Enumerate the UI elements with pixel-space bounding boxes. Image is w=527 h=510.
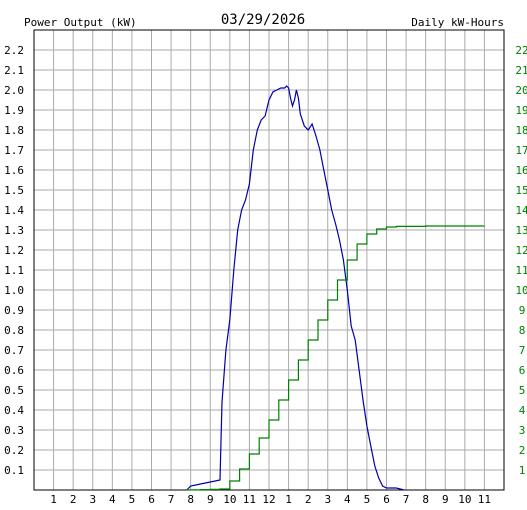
left-tick-label: 2.2 <box>4 44 24 57</box>
x-tick-label: 10 <box>223 493 236 506</box>
right-tick-label: 9 <box>519 304 526 317</box>
right-tick-label: 22 <box>515 44 527 57</box>
right-tick-label: 18 <box>515 124 527 137</box>
x-tick-label: 7 <box>403 493 410 506</box>
x-tick-label: 3 <box>89 493 96 506</box>
x-tick-label: 6 <box>383 493 390 506</box>
left-tick-label: 0.5 <box>4 384 24 397</box>
left-tick-label: 0.9 <box>4 304 24 317</box>
x-tick-label: 12 <box>262 493 275 506</box>
x-tick-label: 9 <box>207 493 214 506</box>
right-tick-label: 16 <box>515 164 527 177</box>
right-tick-label: 11 <box>515 264 527 277</box>
x-tick-label: 5 <box>129 493 136 506</box>
left-tick-label: 0.4 <box>4 404 24 417</box>
x-tick-label: 2 <box>70 493 77 506</box>
x-tick-label: 4 <box>109 493 116 506</box>
right-tick-label: 3 <box>519 424 526 437</box>
left-tick-label: 1.3 <box>4 224 24 237</box>
right-tick-label: 20 <box>515 84 527 97</box>
x-tick-label: 3 <box>324 493 331 506</box>
left-tick-label: 1.5 <box>4 184 24 197</box>
left-tick-label: 0.8 <box>4 324 24 337</box>
chart-date-title: 03/29/2026 <box>221 12 305 28</box>
chart-grid <box>34 30 504 490</box>
right-tick-label: 8 <box>519 324 526 337</box>
left-tick-label: 0.7 <box>4 344 24 357</box>
left-tick-label: 1.7 <box>4 144 24 157</box>
right-tick-label: 15 <box>515 184 527 197</box>
left-tick-label: 0.1 <box>4 464 24 477</box>
x-tick-label: 9 <box>442 493 449 506</box>
x-tick-label: 8 <box>187 493 194 506</box>
right-tick-label: 6 <box>519 364 526 377</box>
plot-area-frame <box>33 29 505 491</box>
right-tick-label: 5 <box>519 384 526 397</box>
x-tick-label: 11 <box>243 493 256 506</box>
x-axis-ticks: 1 2 3 4 5 6 7 8 9 10 11 12 1 2 3 4 5 6 7 8 9 10 11 <box>50 493 491 506</box>
left-tick-label: 1.6 <box>4 164 24 177</box>
series-line-power-output <box>186 85 405 491</box>
right-tick-label: 21 <box>515 64 527 77</box>
left-tick-label: 1.1 <box>4 264 24 277</box>
right-tick-label: 10 <box>515 284 527 297</box>
left-tick-label: 0.6 <box>4 364 24 377</box>
left-axis-ticks: 0.1 0.2 0.3 0.4 0.5 0.6 0.7 0.8 0.9 1.0 1.1 1.2 1.3 1… <box>4 44 24 477</box>
left-tick-label: 1.8 <box>4 124 24 137</box>
series-line-daily-kwh <box>186 225 485 491</box>
left-tick-label: 1.2 <box>4 244 24 257</box>
right-axis-title: Daily kW-Hours <box>411 16 504 29</box>
left-tick-label: 0.2 <box>4 444 24 457</box>
left-tick-label: 1.9 <box>4 104 24 117</box>
x-tick-label: 4 <box>344 493 351 506</box>
left-tick-label: 2.0 <box>4 84 24 97</box>
x-tick-label: 1 <box>285 493 292 506</box>
right-tick-label: 14 <box>515 204 527 217</box>
right-tick-label: 1 <box>519 464 526 477</box>
x-tick-label: 11 <box>478 493 491 506</box>
x-tick-label: 8 <box>422 493 429 506</box>
x-tick-label: 5 <box>364 493 371 506</box>
x-tick-label: 7 <box>168 493 175 506</box>
right-tick-label: 7 <box>519 344 526 357</box>
x-tick-label: 2 <box>305 493 312 506</box>
x-tick-label: 10 <box>458 493 471 506</box>
x-tick-label: 6 <box>148 493 155 506</box>
right-tick-label: 4 <box>519 404 526 417</box>
chart-series <box>186 85 485 491</box>
left-tick-label: 1.0 <box>4 284 24 297</box>
left-tick-label: 0.3 <box>4 424 24 437</box>
right-tick-label: 13 <box>515 224 527 237</box>
x-tick-label: 1 <box>50 493 57 506</box>
right-tick-label: 12 <box>515 244 527 257</box>
right-tick-label: 17 <box>515 144 527 157</box>
left-axis-title: Power Output (kW) <box>24 16 137 29</box>
left-tick-label: 2.1 <box>4 64 24 77</box>
right-tick-label: 19 <box>515 104 527 117</box>
left-tick-label: 1.4 <box>4 204 24 217</box>
right-tick-label: 2 <box>519 444 526 457</box>
